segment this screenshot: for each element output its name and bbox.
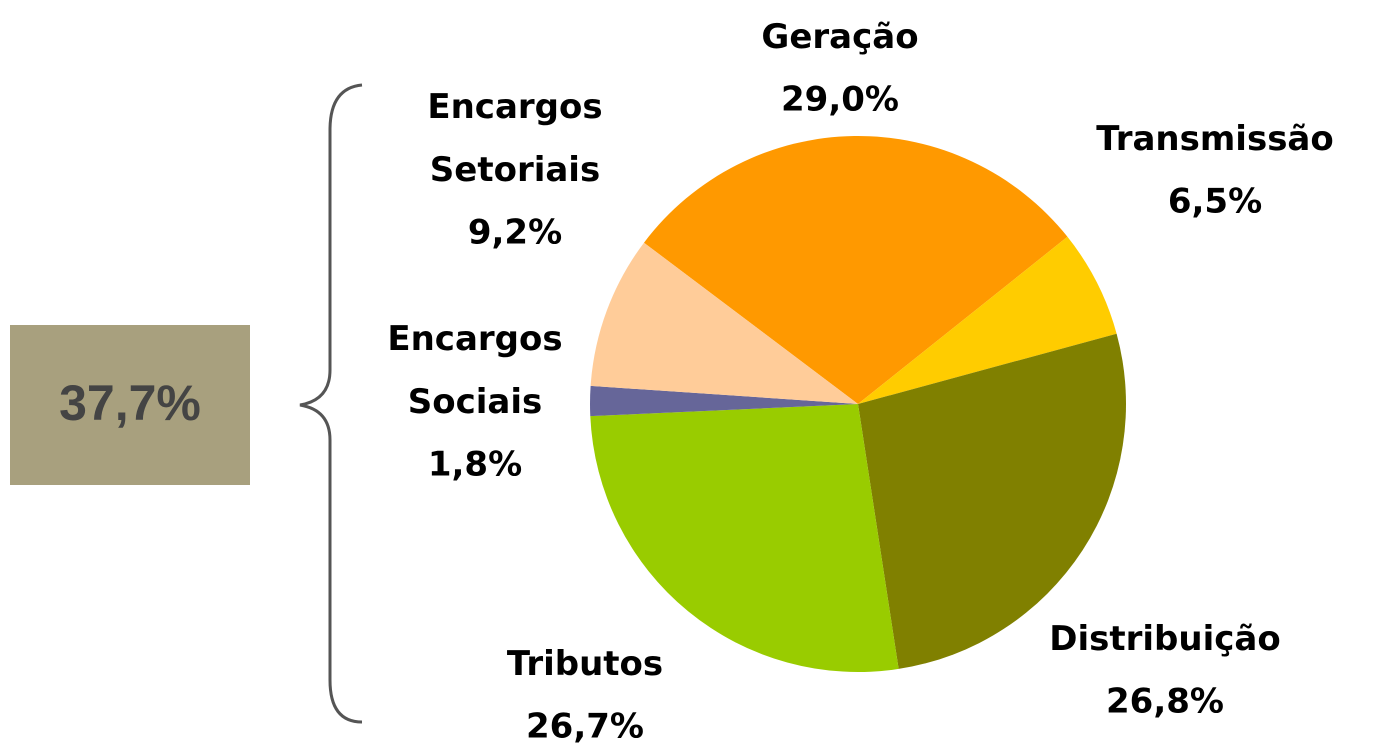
slice-label: Distribuição [1049, 619, 1280, 659]
value-label: 29,0% [781, 80, 899, 120]
pie-slice [643, 135, 1068, 404]
pie-slice [858, 333, 1126, 669]
pie-slice [858, 236, 1117, 404]
slice-label: Tributos [507, 644, 663, 684]
slice-label: Encargos Setoriais [427, 87, 602, 190]
value-label: 26,7% [526, 707, 644, 744]
annotation-box [10, 325, 250, 485]
pie-slice [590, 242, 858, 404]
slice-label: Geração [761, 17, 918, 57]
slice-label: Encargos Sociais [387, 319, 562, 422]
value-label: 26,8% [1106, 682, 1224, 722]
value-label: 6,5% [1168, 182, 1262, 222]
value-label: 1,8% [428, 445, 522, 485]
brace [299, 83, 363, 724]
annotation: 37,7% [59, 375, 201, 431]
value-label: 9,2% [468, 213, 562, 253]
pie-slice [590, 385, 858, 417]
slice-label: Transmissão [1096, 119, 1333, 159]
pie-slice [590, 404, 899, 672]
